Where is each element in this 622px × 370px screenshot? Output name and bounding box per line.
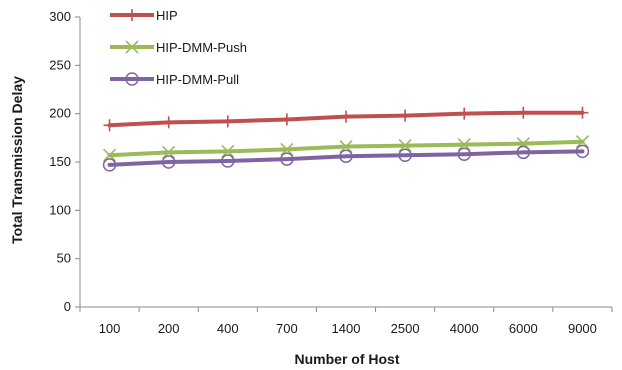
data-point: [280, 142, 294, 156]
data-point: [340, 110, 352, 123]
data-point: [516, 145, 531, 160]
legend-item: HIP: [110, 8, 178, 23]
y-tick-label: 250: [49, 57, 71, 72]
x-tick-label: 100: [99, 321, 121, 336]
data-point: [575, 144, 590, 159]
data-point: [398, 139, 412, 153]
y-tick-label: 0: [64, 299, 71, 314]
legend-marker: [125, 40, 139, 54]
y-tick-label: 300: [49, 9, 71, 24]
x-tick-label: 1400: [332, 321, 361, 336]
series-line: [107, 149, 585, 167]
legend-label: HIP-DMM-Push: [156, 40, 247, 55]
data-point: [280, 152, 294, 166]
data-point: [221, 144, 235, 158]
y-tick-label: 50: [57, 251, 71, 266]
legend-label: HIP: [156, 8, 178, 23]
y-axis-ticks: 0 50 100 150 200 250 300: [49, 9, 80, 314]
data-point: [162, 116, 175, 129]
data-point: [575, 135, 590, 149]
data-point: [457, 147, 471, 162]
y-tick-label: 200: [49, 106, 71, 121]
legend-item: HIP-DMM-Pull: [110, 72, 239, 87]
legend-marker: [126, 9, 138, 21]
plot-area: 0 50 100 150 200 250 300 100 200 400 700 1400 2500 4…: [49, 9, 613, 336]
data-point: [221, 154, 235, 168]
series-hip-dmm-push: [102, 135, 590, 162]
x-tick-label: 2500: [391, 321, 420, 336]
data-point: [458, 107, 471, 120]
series-hip-dmm-pull: [102, 144, 590, 172]
data-point: [576, 106, 589, 119]
data-point: [339, 149, 353, 163]
x-axis-ticks: 100 200 400 700 1400 2500 4000 6000 9000: [79, 307, 613, 336]
data-point: [103, 119, 116, 132]
x-tick-label: 700: [276, 321, 298, 336]
data-point: [102, 148, 117, 162]
y-tick-label: 150: [49, 154, 71, 169]
data-point: [161, 155, 176, 169]
series-layer: [102, 106, 590, 172]
y-axis-title: Total Transmission Delay: [9, 76, 25, 244]
x-axis-title: Number of Host: [295, 351, 400, 367]
legend-item: HIP-DMM-Push: [110, 40, 247, 55]
x-tick-label: 9000: [568, 321, 597, 336]
data-point: [280, 113, 293, 126]
y-tick-label: 100: [49, 202, 71, 217]
x-tick-label: 6000: [509, 321, 538, 336]
data-point: [457, 138, 471, 152]
legend-marker: [125, 72, 139, 86]
data-point: [339, 139, 353, 154]
data-point: [398, 148, 412, 162]
x-tick-label: 4000: [450, 321, 479, 336]
legend: HIP HIP-DMM-Push HIP-DMM-Pull: [110, 8, 247, 87]
series-hip: [103, 106, 589, 132]
data-point: [399, 109, 412, 122]
data-point: [221, 115, 234, 128]
x-tick-label: 200: [158, 321, 180, 336]
data-point: [517, 106, 530, 119]
data-point: [162, 145, 176, 159]
data-point: [102, 158, 117, 172]
x-tick-label: 400: [217, 321, 239, 336]
legend-label: HIP-DMM-Pull: [156, 72, 239, 87]
